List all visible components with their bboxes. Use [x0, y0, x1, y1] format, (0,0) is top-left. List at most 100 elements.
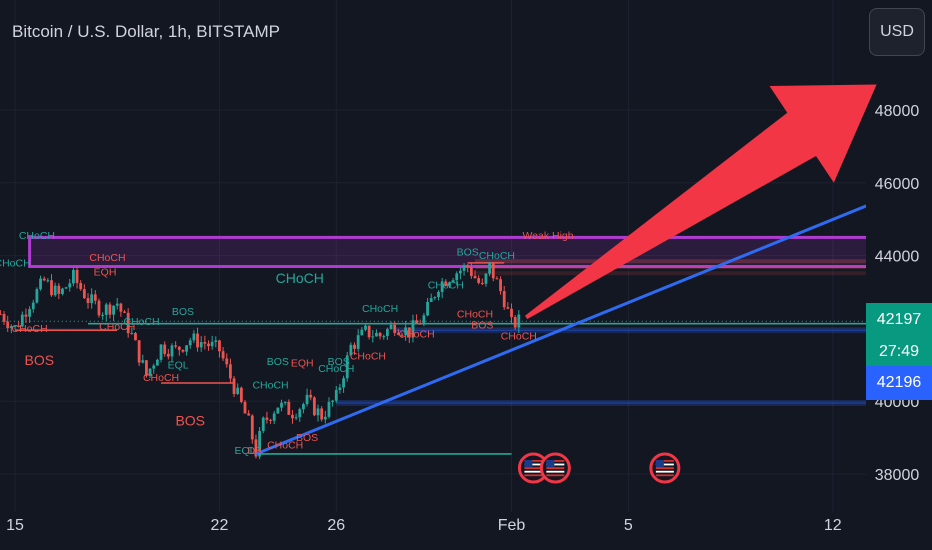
- candle-body: [170, 345, 174, 357]
- candle-body: [57, 285, 61, 294]
- time-tick-label: 12: [824, 517, 842, 534]
- candle-body: [349, 344, 353, 356]
- smc-label: CHoCH: [0, 258, 31, 270]
- us-flag-event-icon[interactable]: [539, 452, 571, 484]
- smc-label: Weak High: [522, 230, 573, 242]
- candle-body: [185, 345, 188, 352]
- candle-body: [269, 419, 272, 421]
- candle-body: [510, 308, 513, 318]
- candle-body: [130, 333, 134, 335]
- candle-body: [258, 430, 262, 457]
- candle-body: [389, 324, 393, 330]
- smc-label: BOS: [296, 432, 318, 444]
- candle-body: [320, 408, 324, 420]
- smc-label: BOS: [471, 319, 493, 331]
- candle-body: [101, 314, 105, 316]
- structure-levels: [15, 262, 866, 455]
- smc-label: CHoCH: [479, 250, 515, 262]
- time-tick-label: Feb: [498, 517, 526, 534]
- candle-body: [488, 262, 492, 274]
- smc-label: CHoCH: [457, 308, 493, 320]
- smc-label: BOS: [175, 413, 205, 429]
- candle-body: [181, 349, 185, 352]
- price-tick-label: 44000: [875, 249, 920, 266]
- candle-body: [163, 344, 167, 354]
- candle-body: [469, 267, 473, 276]
- candle-body: [338, 387, 342, 390]
- candle-body: [39, 278, 42, 290]
- candle-body: [68, 283, 72, 288]
- candle-body: [312, 397, 316, 416]
- candle-body: [145, 360, 148, 376]
- candle-body: [364, 325, 367, 330]
- candle-body: [119, 303, 123, 312]
- candle-body: [272, 413, 276, 421]
- candle-body: [115, 303, 119, 306]
- candle-body: [247, 413, 251, 416]
- smc-labels: CHoCHCHoCHCHoCHEQHCHoCHCHoCHCHoCHCHoCHBO…: [0, 230, 574, 457]
- candle-body: [141, 360, 145, 363]
- candle-body: [207, 343, 210, 347]
- smc-label: BOS: [25, 352, 55, 368]
- candle-body: [473, 275, 477, 279]
- candle-body: [90, 294, 94, 304]
- crosshair-price-tag: 42196: [866, 366, 932, 400]
- candle-body: [451, 280, 455, 283]
- candle-body: [28, 309, 32, 317]
- candle-body: [360, 329, 364, 336]
- candle-body: [367, 325, 371, 338]
- price-tick-label: 48000: [875, 103, 920, 120]
- time-tick-label: 15: [6, 517, 24, 534]
- candle-body: [276, 407, 280, 414]
- candle-body: [61, 288, 64, 294]
- candle-body: [0, 313, 2, 315]
- candle-body: [46, 280, 50, 282]
- bullish-arrow[interactable]: [525, 84, 877, 320]
- smc-label: EQH: [291, 358, 314, 370]
- candle-body: [305, 394, 309, 405]
- candle-body: [400, 334, 404, 336]
- smc-label: BOS: [172, 306, 194, 318]
- candle-body: [477, 278, 481, 283]
- smc-label: BOS: [457, 247, 479, 259]
- us-flag-event-icon[interactable]: [649, 452, 681, 484]
- candle-body: [250, 415, 254, 440]
- candle-body: [404, 327, 408, 336]
- candle-body: [159, 344, 163, 360]
- bar-countdown-tag: 27:49: [866, 337, 932, 367]
- candle-body: [422, 315, 426, 325]
- currency-button[interactable]: USD: [869, 8, 925, 56]
- candle-body: [50, 280, 53, 296]
- candle-body: [375, 332, 378, 337]
- candle-body: [294, 417, 298, 419]
- candle-body: [448, 282, 451, 286]
- candle-body: [177, 346, 181, 350]
- candle-body: [53, 285, 57, 296]
- candle-body: [82, 289, 86, 299]
- candle-body: [64, 287, 68, 289]
- candle-body: [459, 270, 462, 274]
- candle-body: [513, 317, 517, 328]
- candle-body: [152, 365, 156, 369]
- price-axis[interactable]: 380004000042000440004600048000: [875, 103, 920, 484]
- smc-label: CHoCH: [362, 303, 398, 315]
- weak-high-band: [475, 265, 866, 270]
- candle-body: [495, 278, 499, 280]
- time-axis[interactable]: 15 22 26 Feb 5 12: [6, 517, 842, 534]
- candle-body: [93, 294, 97, 301]
- candle-body: [72, 269, 75, 284]
- candle-body: [203, 342, 207, 344]
- candle-body: [126, 312, 130, 334]
- candle-body: [418, 323, 422, 325]
- smc-label: CHoCH: [276, 270, 324, 286]
- smc-label: CHoCH: [350, 350, 386, 362]
- candle-body: [17, 325, 21, 327]
- trendline[interactable]: [255, 204, 869, 456]
- candle-body: [342, 378, 345, 388]
- candle-body: [232, 378, 236, 394]
- economic-events[interactable]: [517, 452, 681, 484]
- candle-body: [104, 304, 108, 315]
- plot-area: CHoCHCHoCHCHoCHEQHCHoCHCHoCHCHoCHCHoCHBO…: [0, 204, 869, 460]
